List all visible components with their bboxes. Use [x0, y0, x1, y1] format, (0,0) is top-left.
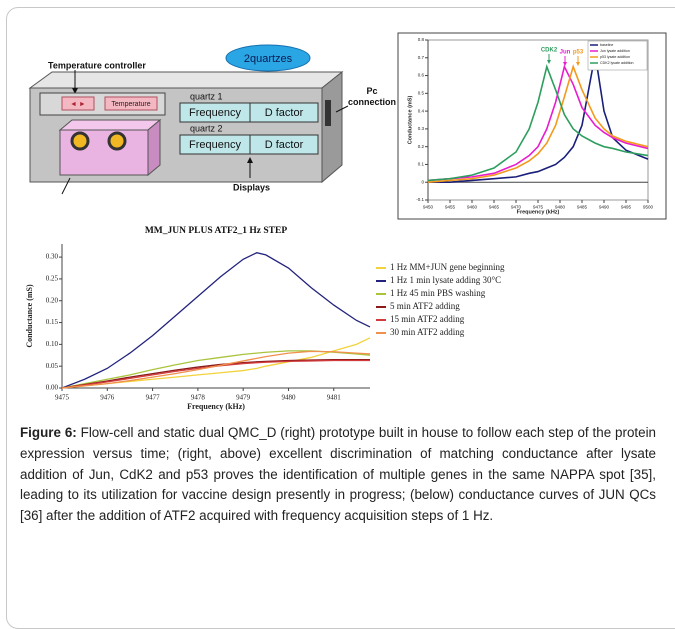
legend-item: 1 Hz MM+JUN gene beginning	[376, 262, 506, 272]
label: quartz 1	[190, 91, 223, 101]
label: quartz 2	[190, 123, 223, 133]
caption-text: Flow-cell and static dual QMC_D (right) …	[20, 425, 656, 523]
y-tick-label: -0.1	[416, 197, 424, 202]
x-tick-label: 9477	[146, 394, 161, 402]
chart: MM_JUN PLUS ATF2_1 Hz STEP 0.00 0.05 0.10 0.…	[25, 226, 370, 411]
y-tick-label: 0.1	[418, 162, 425, 167]
x-axis-label: Frequency (kHz)	[517, 209, 560, 215]
x-tick-label: 9475	[55, 394, 70, 402]
legend-label: 30 min ATF2 adding	[390, 327, 464, 337]
chart-title: MM_JUN PLUS ATF2_1 Hz STEP	[145, 226, 288, 236]
block-top	[60, 120, 160, 130]
label: Frequency	[189, 107, 241, 119]
legend-label: CDK2 lysate addition	[600, 61, 634, 65]
y-tick-label: 0.3	[418, 126, 425, 131]
label: D factor	[265, 139, 304, 151]
x-tick-label: 9479	[236, 394, 251, 402]
port	[325, 100, 331, 126]
legend-item: 1 Hz 1 min lysate adding 30°C	[376, 275, 506, 285]
label: Displays	[233, 182, 270, 192]
legend-item: 5 min ATF2 adding	[376, 301, 506, 311]
page: {"diagram": {"temperature_controller": "…	[0, 0, 675, 590]
legend-swatch	[376, 293, 386, 295]
legend-label: Jun lysate addition	[600, 49, 630, 53]
y-tick-label: 0.6	[418, 73, 425, 78]
y-tick-label: 0.7	[418, 55, 425, 60]
y-tick-label: 0.4	[418, 108, 425, 113]
x-tick-label: 9455	[445, 205, 456, 210]
device-diagram: 2quartzes Temperature controller ◄ ► Tem…	[30, 45, 400, 194]
quartz-cell	[72, 133, 88, 149]
legend-label: 1 Hz 1 min lysate adding 30°C	[390, 275, 501, 285]
legend: 1 Hz MM+JUN gene beginning 1 Hz 1 min lys…	[376, 262, 506, 340]
y-tick-label: 0.20	[46, 296, 59, 304]
y-tick-label: 0.2	[418, 144, 425, 149]
legend-label: 15 min ATF2 adding	[390, 314, 464, 324]
x-tick-label: 9500	[643, 205, 654, 210]
legend-label: 5 min ATF2 adding	[390, 301, 460, 311]
annotation: p53	[573, 50, 584, 56]
y-tick-label: 0.10	[46, 340, 59, 348]
series-line	[62, 351, 370, 388]
legend-item: 30 min ATF2 adding	[376, 327, 506, 337]
legend-label: baseline	[600, 43, 613, 47]
y-axis-label: Conductance (mS)	[25, 284, 34, 348]
legend-label: 1 Hz 45 min PBS washing	[390, 288, 485, 298]
x-tick-label: 9480	[281, 394, 296, 402]
annotation: CDK2	[541, 48, 558, 54]
x-tick-label: 9476	[100, 394, 115, 402]
y-tick-label: 0.00	[46, 384, 59, 392]
label: Frequency	[189, 139, 241, 151]
box-side	[322, 72, 342, 182]
label: Temperature controller	[48, 60, 146, 70]
legend-label: p53 lysate addition	[600, 55, 630, 59]
block-side	[148, 120, 160, 175]
x-tick-label: 9495	[621, 205, 632, 210]
x-tick-label: 9460	[467, 205, 478, 210]
badge: 2quartzes	[244, 53, 293, 65]
figure: 2quartzes Temperature controller ◄ ► Tem…	[0, 0, 675, 420]
series-line	[62, 253, 370, 388]
series-line	[62, 351, 370, 388]
x-axis-label: Frequency (kHz)	[187, 402, 245, 411]
legend-swatch	[376, 319, 386, 321]
legend-item: 1 Hz 45 min PBS washing	[376, 288, 506, 298]
legend-swatch	[376, 306, 386, 308]
y-axis-label: Conductance (mS)	[407, 96, 413, 145]
x-tick-label: 9450	[423, 205, 434, 210]
y-tick-label: 0.05	[46, 362, 59, 370]
label: Pc connection	[344, 86, 400, 108]
x-tick-label: 9490	[599, 205, 610, 210]
x-tick-label: 9478	[191, 394, 206, 402]
x-tick-label: 9481	[327, 394, 342, 402]
caption: Figure 6: Flow-cell and static dual QMC_…	[20, 423, 656, 527]
box-top	[30, 72, 342, 88]
y-tick-label: 0.30	[46, 253, 59, 261]
legend-label: 1 Hz MM+JUN gene beginning	[390, 262, 505, 272]
y-tick-label: 0.5	[418, 91, 425, 96]
x-tick-label: 9465	[489, 205, 500, 210]
arrow-icons: ◄ ►	[70, 101, 86, 108]
x-tick-label: 9485	[577, 205, 588, 210]
y-tick-label: 0.15	[46, 318, 59, 326]
label-box: Pc connection	[344, 86, 400, 116]
legend-swatch	[376, 267, 386, 269]
quartz-cell	[109, 133, 125, 149]
annotation: Jun	[560, 50, 571, 56]
y-tick-label: 0.25	[46, 275, 59, 283]
caption-label: Figure 6:	[20, 425, 77, 440]
label: D factor	[265, 107, 304, 119]
y-tick-label: 0.8	[418, 37, 425, 42]
legend-item: 15 min ATF2 adding	[376, 314, 506, 324]
legend-swatch	[376, 280, 386, 282]
label: Temperature	[111, 101, 150, 108]
legend-swatch	[376, 332, 386, 334]
